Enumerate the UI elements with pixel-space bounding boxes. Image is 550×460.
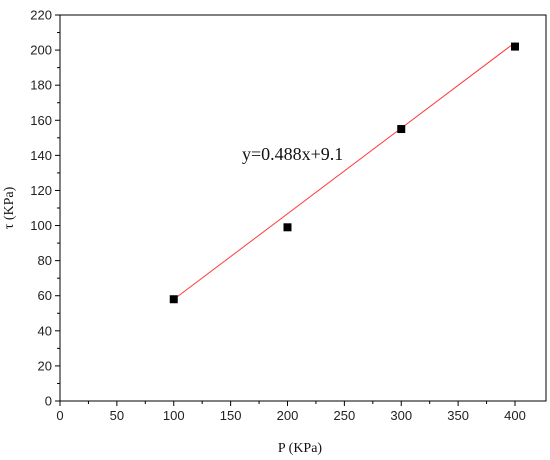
x-axis-title: P (KPa) — [278, 441, 323, 456]
fit-layer — [173, 42, 516, 300]
x-tick-label: 200 — [277, 408, 299, 423]
y-tick-label: 120 — [30, 183, 52, 198]
x-tick-label: 300 — [390, 408, 412, 423]
x-tick-label: 250 — [334, 408, 356, 423]
points-layer — [169, 42, 519, 304]
y-tick-label: 80 — [38, 253, 52, 268]
data-point — [397, 125, 406, 134]
x-tick-label: 0 — [56, 408, 63, 423]
y-tick-label: 180 — [30, 78, 52, 93]
x-tick-label: 150 — [220, 408, 242, 423]
y-tick-label: 0 — [45, 394, 52, 409]
y-tick-label: 140 — [30, 148, 52, 163]
data-point — [283, 223, 292, 232]
x-tick-label: 350 — [447, 408, 469, 423]
x-tick-label: 50 — [110, 408, 124, 423]
y-tick-label: 220 — [30, 8, 52, 23]
data-point — [511, 42, 519, 51]
plot-area — [59, 14, 547, 402]
fit-line — [173, 42, 516, 300]
data-point — [169, 295, 178, 304]
y-tick-label: 40 — [38, 323, 52, 338]
x-axis-ticks: 0 50 100 150 200 250 300 350 400 — [56, 401, 526, 423]
y-tick-label: 100 — [30, 218, 52, 233]
fit-equation-label: y=0.488x+9.1 — [242, 144, 343, 164]
y-tick-label: 60 — [38, 288, 52, 303]
y-tick-label: 200 — [30, 43, 52, 58]
y-tick-label: 160 — [30, 113, 52, 128]
x-tick-label: 400 — [504, 408, 526, 423]
y-tick-label: 20 — [38, 358, 52, 373]
x-tick-label: 100 — [163, 408, 185, 423]
plot-frame — [59, 14, 547, 402]
y-axis-title: τ (KPa) — [2, 186, 17, 229]
y-axis-ticks: 0 20 40 60 80 100 120 140 160 180 200 220 — [30, 8, 60, 409]
